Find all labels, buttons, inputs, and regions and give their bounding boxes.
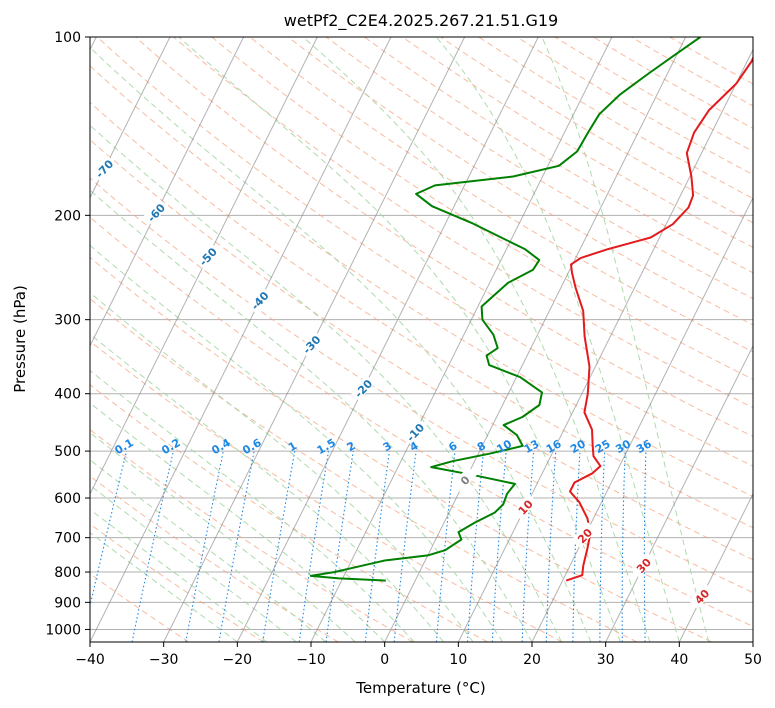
isotherm-label-bg <box>350 374 376 401</box>
mixing-ratio-line <box>466 451 485 642</box>
x-tick-label: 40 <box>670 652 688 668</box>
dry-adiabat <box>249 37 753 353</box>
x-tick-label: 30 <box>597 652 615 668</box>
plot-area: -100-90-80-70-60-50-40-30-20-10010203040… <box>90 37 753 642</box>
isotherm-label-bg <box>401 418 428 445</box>
y-tick-label: 100 <box>54 30 81 46</box>
dry-adiabat <box>90 139 753 561</box>
dewpoint-profile <box>309 37 701 582</box>
pressure-gridlines <box>90 37 753 630</box>
isotherm-line <box>236 37 539 642</box>
y-tick-label: 300 <box>54 313 81 329</box>
y-tick-label: 600 <box>54 491 81 507</box>
x-tick-label: −10 <box>296 652 326 668</box>
moist-adiabat <box>90 459 327 642</box>
x-tick-label: 50 <box>744 652 762 668</box>
isotherm-label-bg <box>298 331 324 357</box>
mixing-ratio-line <box>393 451 417 642</box>
dry-adiabat <box>90 65 753 498</box>
moist-adiabat <box>90 292 474 642</box>
moist-adiabat <box>90 402 386 642</box>
sounding-series <box>309 37 753 582</box>
dry-adiabat <box>325 37 753 300</box>
isotherm-label-bg <box>630 551 656 578</box>
isotherm-label-bg <box>571 522 597 548</box>
moist-adiabat <box>90 124 562 642</box>
dry-adiabat <box>211 37 753 381</box>
isotherm-label-bg <box>194 243 220 269</box>
isotherm-line <box>310 37 613 642</box>
moist-adiabat <box>90 244 503 642</box>
dry-adiabat <box>90 256 712 642</box>
moist-adiabat <box>178 37 621 642</box>
y-tick-label: 1000 <box>45 622 81 638</box>
moist-adiabat <box>90 189 533 642</box>
isotherm-line <box>605 344 753 642</box>
y-axis-title: Pressure (hPa) <box>11 285 29 393</box>
mixing-ratio-line <box>435 451 456 642</box>
y-tick-label: 800 <box>54 565 81 581</box>
moist-adiabat <box>90 333 444 642</box>
x-tick-label: −40 <box>75 652 105 668</box>
isotherm-line <box>384 37 687 642</box>
y-tick-label: 900 <box>54 595 81 611</box>
x-axis-title: Temperature (°C) <box>355 679 485 697</box>
temperature-profile <box>565 55 753 582</box>
x-tick-label: 20 <box>523 652 541 668</box>
isotherm-label-bg <box>688 583 714 609</box>
mixing-ratio-line <box>325 451 354 642</box>
dry-adiabat <box>90 384 488 642</box>
isotherm-line <box>90 37 245 347</box>
mixing-ratio-line <box>364 451 391 642</box>
isotherm-label-bg <box>91 155 117 181</box>
isotherm-line <box>90 37 318 496</box>
moist-adiabat <box>302 37 651 642</box>
mixing-ratio-lines <box>90 450 647 642</box>
x-tick-label: 10 <box>449 652 467 668</box>
dry-adiabat <box>96 37 753 467</box>
dry-adiabat <box>90 216 753 628</box>
dry-adiabat <box>90 340 563 642</box>
y-axis: 100 200 300 400 500 600 700 800 900 1000 <box>45 30 90 638</box>
dry-adiabat <box>90 475 339 642</box>
x-tick-label: −20 <box>223 652 253 668</box>
dry-adiabat <box>90 298 638 642</box>
moist-adiabat <box>90 46 592 642</box>
isotherm-label-bg <box>246 287 272 313</box>
plot-frame <box>89 36 754 643</box>
moist-adiabat <box>90 531 238 642</box>
isotherm-line <box>90 37 171 199</box>
moist-adiabat <box>90 431 356 642</box>
moist-adiabats <box>90 37 710 642</box>
y-tick-label: 400 <box>54 387 81 403</box>
x-tick-label: 0 <box>380 652 389 668</box>
moist-adiabat <box>435 37 680 642</box>
x-tick-label: −30 <box>149 652 179 668</box>
y-tick-label: 200 <box>54 208 81 224</box>
mixing-ratio-line <box>90 450 128 609</box>
y-tick-label: 500 <box>54 444 81 460</box>
isotherm-label-bg <box>142 199 169 225</box>
chart-title: wetPf2_C2E4.2025.267.21.51.G19 <box>284 11 558 31</box>
isotherm-label-bg <box>451 466 477 493</box>
x-axis: −40 −30 −20 −10 0 10 20 30 40 50 <box>75 642 762 668</box>
dry-adiabat <box>90 572 190 642</box>
dry-adiabat <box>90 177 753 594</box>
mixing-ratio-line <box>298 451 330 642</box>
isotherm-line <box>678 492 753 642</box>
isotherm-label-bg <box>512 493 538 520</box>
mixing-ratio-line <box>131 450 174 642</box>
dry-adiabat <box>90 101 753 529</box>
y-tick-label: 700 <box>54 531 81 547</box>
isotherm-line <box>90 37 392 642</box>
isotherm-line <box>457 48 753 642</box>
